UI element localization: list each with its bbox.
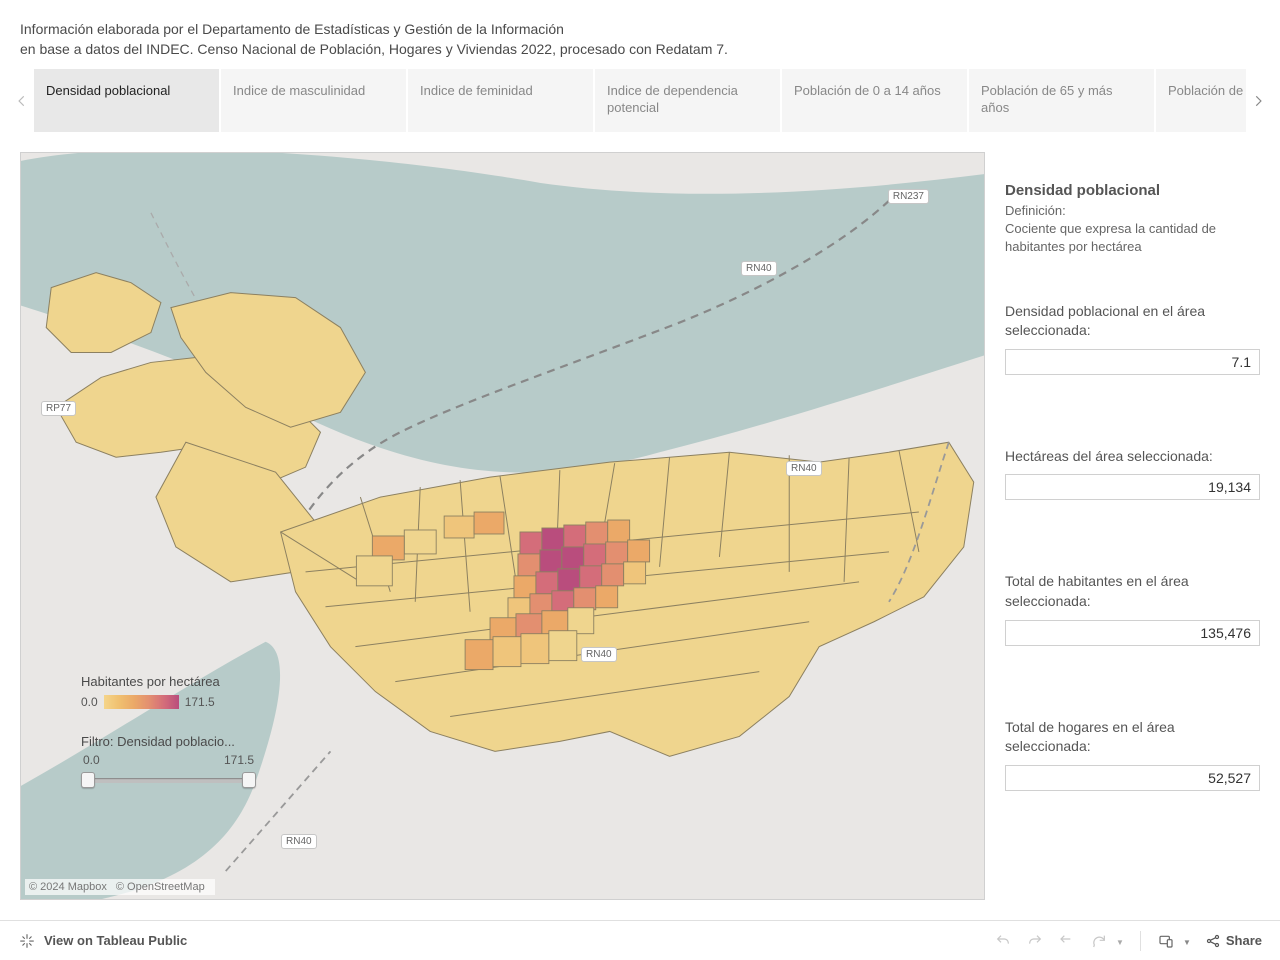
device-preview-button[interactable] bbox=[1157, 932, 1175, 950]
dropdown-caret-icon[interactable]: ▼ bbox=[1116, 938, 1124, 947]
stat-households: Total de hogares en el área seleccionada… bbox=[1005, 718, 1260, 791]
attrib-osm[interactable]: © OpenStreetMap bbox=[116, 881, 205, 893]
refresh-button[interactable] bbox=[1090, 932, 1108, 950]
tab-indice-masculinidad[interactable]: Indice de masculinidad bbox=[221, 69, 406, 132]
stat-label: Total de hogares en el área seleccionada… bbox=[1005, 718, 1260, 757]
tabs-scroll-left[interactable] bbox=[10, 71, 34, 131]
route-label: RN40 bbox=[281, 834, 317, 849]
stat-label: Total de habitantes en el área seleccion… bbox=[1005, 572, 1260, 611]
map-attribution: © 2024 Mapbox © OpenStreetMap bbox=[25, 879, 215, 895]
slider-thumb-min[interactable] bbox=[81, 772, 95, 788]
tabs-container: Densidad poblacional Indice de masculini… bbox=[0, 69, 1280, 132]
tabs-scroll-right[interactable] bbox=[1246, 71, 1270, 131]
map-legend: Habitantes por hectárea 0.0 171.5 bbox=[81, 674, 220, 709]
stat-label: Hectáreas del área seleccionada: bbox=[1005, 447, 1260, 467]
tab-label: Indice de feminidad bbox=[420, 83, 533, 100]
attrib-mapbox[interactable]: © 2024 Mapbox bbox=[29, 881, 107, 893]
filter-min: 0.0 bbox=[83, 753, 100, 767]
tab-label: Indice de masculinidad bbox=[233, 83, 365, 100]
tab-poblacion-0-14[interactable]: Población de 0 a 14 años bbox=[782, 69, 967, 132]
route-label: RN40 bbox=[741, 261, 777, 276]
tab-poblacion-escolari[interactable]: Población de escolari bbox=[1156, 69, 1246, 132]
stat-value: 7.1 bbox=[1005, 349, 1260, 375]
source-line2: en base a datos del INDEC. Censo Naciona… bbox=[20, 40, 1260, 60]
filter-title: Filtro: Densidad poblacio... bbox=[81, 734, 241, 749]
definition-label: Definición: bbox=[1005, 203, 1260, 218]
view-on-tableau-link[interactable]: View on Tableau Public bbox=[18, 932, 187, 950]
stat-hectares: Hectáreas del área seleccionada: 19,134 bbox=[1005, 447, 1260, 501]
tab-label: Población de 0 a 14 años bbox=[794, 83, 941, 100]
legend-title: Habitantes por hectárea bbox=[81, 674, 220, 689]
route-label: RN237 bbox=[888, 189, 929, 204]
legend-max: 171.5 bbox=[185, 695, 215, 709]
tab-poblacion-65-mas[interactable]: Población de 65 y más años bbox=[969, 69, 1154, 132]
route-label: RP77 bbox=[41, 401, 76, 416]
side-panel: Densidad poblacional Definición: Cocient… bbox=[985, 152, 1270, 900]
tab-label: Población de 65 y más años bbox=[981, 83, 1142, 117]
filter-slider[interactable] bbox=[81, 769, 256, 791]
stat-label: Densidad poblacional en el área seleccio… bbox=[1005, 302, 1260, 341]
stat-value: 52,527 bbox=[1005, 765, 1260, 791]
source-line1: Información elaborada por el Departament… bbox=[20, 20, 1260, 40]
legend-color-bar bbox=[104, 695, 179, 709]
footer-toolbar: View on Tableau Public ▼ ▼ Share bbox=[0, 920, 1280, 960]
density-filter: Filtro: Densidad poblacio... 0.0 171.5 bbox=[81, 734, 256, 791]
route-label: RN40 bbox=[786, 461, 822, 476]
share-label: Share bbox=[1226, 933, 1262, 948]
main-content: RN237 RN40 RP77 RN40 RN40 RN40 Habitante… bbox=[0, 132, 1280, 900]
route-label: RN40 bbox=[581, 647, 617, 662]
stat-value: 19,134 bbox=[1005, 474, 1260, 500]
filter-max: 171.5 bbox=[224, 753, 254, 767]
undo-button[interactable] bbox=[994, 932, 1012, 950]
panel-title: Densidad poblacional bbox=[1005, 182, 1260, 199]
slider-track bbox=[87, 778, 250, 783]
divider bbox=[1140, 931, 1141, 951]
share-icon bbox=[1205, 933, 1221, 949]
slider-thumb-max[interactable] bbox=[242, 772, 256, 788]
stat-inhabitants: Total de habitantes en el área seleccion… bbox=[1005, 572, 1260, 645]
footer-actions: ▼ ▼ Share bbox=[994, 931, 1262, 951]
tableau-icon bbox=[18, 932, 36, 950]
choropleth-map[interactable]: RN237 RN40 RP77 RN40 RN40 RN40 Habitante… bbox=[20, 152, 985, 900]
tab-label: Indice de dependencia potencial bbox=[607, 83, 768, 117]
revert-button[interactable] bbox=[1058, 932, 1076, 950]
share-button[interactable]: Share bbox=[1205, 933, 1262, 949]
stat-density: Densidad poblacional en el área seleccio… bbox=[1005, 302, 1260, 375]
source-header: Información elaborada por el Departament… bbox=[0, 0, 1280, 69]
legend-min: 0.0 bbox=[81, 695, 98, 709]
stat-value: 135,476 bbox=[1005, 620, 1260, 646]
tab-indice-feminidad[interactable]: Indice de feminidad bbox=[408, 69, 593, 132]
definition-text: Cociente que expresa la cantidad de habi… bbox=[1005, 220, 1260, 256]
tab-label: Población de escolari bbox=[1168, 83, 1246, 100]
view-label: View on Tableau Public bbox=[44, 933, 187, 948]
tab-indice-dependencia[interactable]: Indice de dependencia potencial bbox=[595, 69, 780, 132]
tab-densidad-poblacional[interactable]: Densidad poblacional bbox=[34, 69, 219, 132]
tabs: Densidad poblacional Indice de masculini… bbox=[34, 69, 1246, 132]
redo-button[interactable] bbox=[1026, 932, 1044, 950]
tab-label: Densidad poblacional bbox=[46, 83, 170, 100]
dropdown-caret-icon[interactable]: ▼ bbox=[1183, 938, 1191, 947]
